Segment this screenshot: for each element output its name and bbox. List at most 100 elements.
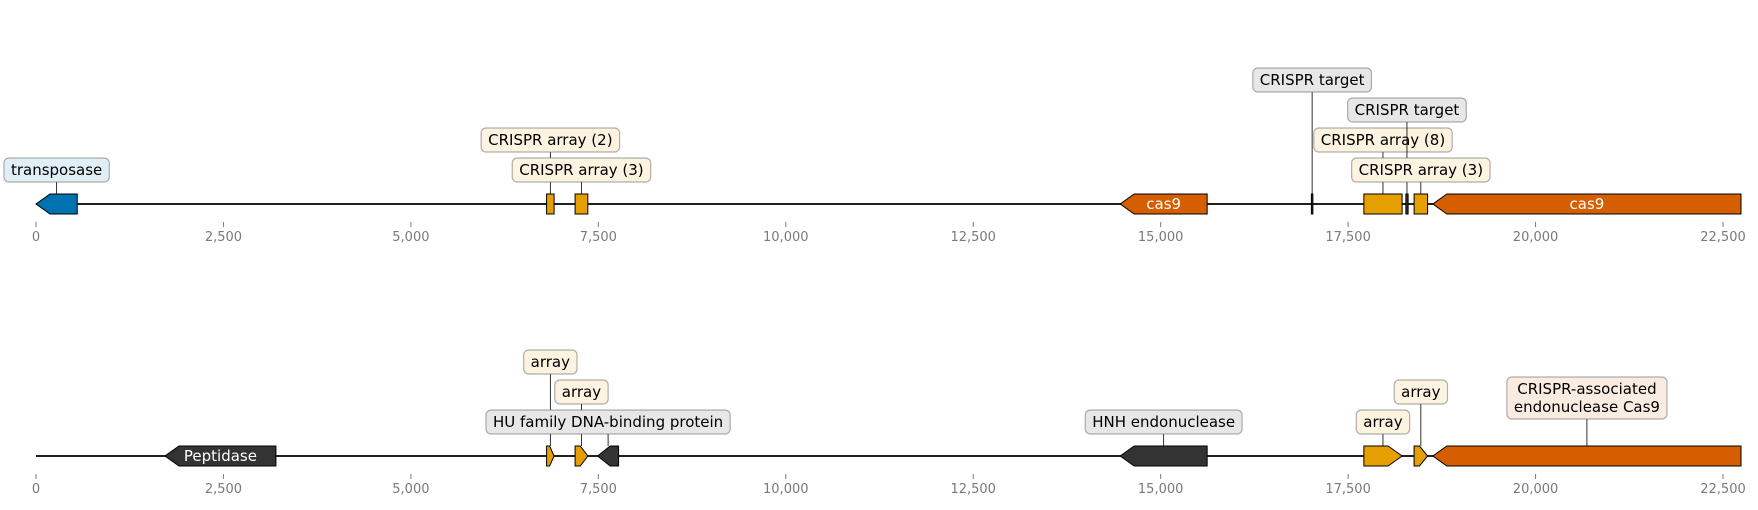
axis-tick-label: 10,000 [763, 482, 809, 497]
feature-label-text: HNH endonuclease [1092, 413, 1235, 431]
label-box [1351, 157, 1491, 183]
feature-label-text: CRISPR-associated [1517, 380, 1656, 398]
axis-tick-label: 5,000 [392, 482, 429, 497]
feature[interactable]: CRISPR array (3) [511, 157, 652, 215]
label-box [554, 379, 609, 405]
feature-shape[interactable] [1119, 445, 1208, 467]
feature-label-text: CRISPR target [1260, 71, 1365, 89]
feature-label-text: HU family DNA-binding protein [493, 413, 723, 431]
feature-shape[interactable] [1431, 193, 1742, 215]
feature-label: CRISPR array (3) [511, 157, 652, 183]
feature-label: CRISPR array (8) [1313, 127, 1453, 153]
axis-tick-label: 15,000 [1138, 482, 1184, 497]
feature-shape[interactable] [1363, 445, 1403, 467]
axis-tick-label: 15,000 [1138, 230, 1184, 245]
feature[interactable]: cas9 [1119, 193, 1208, 215]
feature-label: CRISPR array (3) [1351, 157, 1491, 183]
axis-tick-label: 2,500 [205, 482, 242, 497]
feature-shape[interactable] [1363, 193, 1403, 215]
feature-shape[interactable] [1413, 193, 1429, 215]
label-box [3, 157, 110, 183]
label-box [511, 157, 652, 183]
feature-shape[interactable] [35, 193, 78, 215]
axis-tick-label: 20,000 [1513, 230, 1559, 245]
feature-shape[interactable] [1431, 445, 1742, 467]
feature-label: array [1355, 409, 1411, 435]
axis-tick-label: 17,500 [1325, 230, 1371, 245]
feature-label: HU family DNA-binding protein [485, 409, 731, 435]
axis-tick-label: 22,500 [1700, 230, 1746, 245]
feature[interactable]: Peptidase [164, 445, 277, 467]
feature-shape[interactable] [596, 445, 620, 467]
feature-label: HNH endonuclease [1084, 409, 1243, 435]
feature-shape[interactable] [164, 445, 277, 467]
feature-label: CRISPR target [1347, 97, 1467, 123]
label-box [523, 349, 578, 375]
feature-shape[interactable] [546, 193, 555, 215]
feature-label-text: CRISPR array (2) [488, 131, 612, 149]
feature[interactable]: array [523, 349, 578, 467]
axis-tick-label: 0 [32, 230, 40, 245]
axis-tick-label: 12,500 [950, 230, 996, 245]
axis-tick-label: 17,500 [1325, 482, 1371, 497]
feature-shape[interactable] [1405, 193, 1409, 215]
label-box [1252, 67, 1373, 93]
feature[interactable]: CRISPR target [1252, 67, 1373, 215]
axis-tick-label: 10,000 [763, 230, 809, 245]
track-bottom: 0 2,500 5,000 7,500 10,000 12,500 15,000 17,500… [32, 349, 1746, 497]
axis-tick-label: 7,500 [580, 230, 617, 245]
feature[interactable]: CRISPR array (2) [480, 127, 621, 215]
axis-tick-label: 0 [32, 482, 40, 497]
feature[interactable]: array [1393, 379, 1449, 467]
label-box [1355, 409, 1411, 435]
feature[interactable]: CRISPR array (3) [1351, 157, 1491, 215]
feature-shape[interactable] [574, 445, 589, 467]
feature-shape[interactable] [546, 445, 555, 467]
feature-label-text: CRISPR array (8) [1321, 131, 1445, 149]
axis-tick-label: 2,500 [205, 230, 242, 245]
label-box [1084, 409, 1243, 435]
feature-inner-label: cas9 [1570, 195, 1605, 213]
feature-label-text: array [531, 353, 570, 371]
axis-tick-label: 22,500 [1700, 482, 1746, 497]
feature-label: array [554, 379, 609, 405]
feature-label-text: array [562, 383, 601, 401]
feature[interactable]: array [554, 379, 609, 467]
feature[interactable]: transposase [3, 157, 110, 215]
feature-label: transposase [3, 157, 110, 183]
label-box [1313, 127, 1453, 153]
feature-label: CRISPR target [1252, 67, 1373, 93]
feature[interactable]: HNH endonuclease [1084, 409, 1243, 467]
feature[interactable]: CRISPR array (8) [1313, 127, 1453, 215]
feature-label-text: array [1363, 413, 1402, 431]
feature-label: array [523, 349, 578, 375]
feature-shape[interactable] [574, 193, 589, 215]
axis-tick-label: 7,500 [580, 482, 617, 497]
feature[interactable]: HU family DNA-binding protein [485, 409, 731, 467]
axis-tick-label: 5,000 [392, 230, 429, 245]
feature-label: array [1393, 379, 1449, 405]
feature[interactable]: array [1355, 409, 1411, 467]
feature-label-text: CRISPR target [1355, 101, 1460, 119]
label-box [1506, 376, 1668, 420]
track-top: 0 2,500 5,000 7,500 10,000 12,500 15,000 17,500… [3, 67, 1746, 245]
axis-tick-label: 12,500 [950, 482, 996, 497]
feature-shape[interactable] [1413, 445, 1429, 467]
label-box [480, 127, 621, 153]
feature-label-text: CRISPR array (3) [1359, 161, 1483, 179]
feature-shape[interactable] [1119, 193, 1208, 215]
feature-label-text: endonuclease Cas9 [1514, 398, 1660, 416]
feature-label-text: transposase [11, 161, 102, 179]
feature[interactable]: CRISPR target [1347, 97, 1467, 215]
feature-inner-label: Peptidase [184, 447, 257, 465]
label-box [1347, 97, 1467, 123]
feature[interactable]: cas9 [1431, 193, 1742, 215]
axis-tick-label: 20,000 [1513, 482, 1559, 497]
feature-inner-label: cas9 [1146, 195, 1181, 213]
feature-shape[interactable] [1310, 193, 1314, 215]
label-box [1393, 379, 1449, 405]
